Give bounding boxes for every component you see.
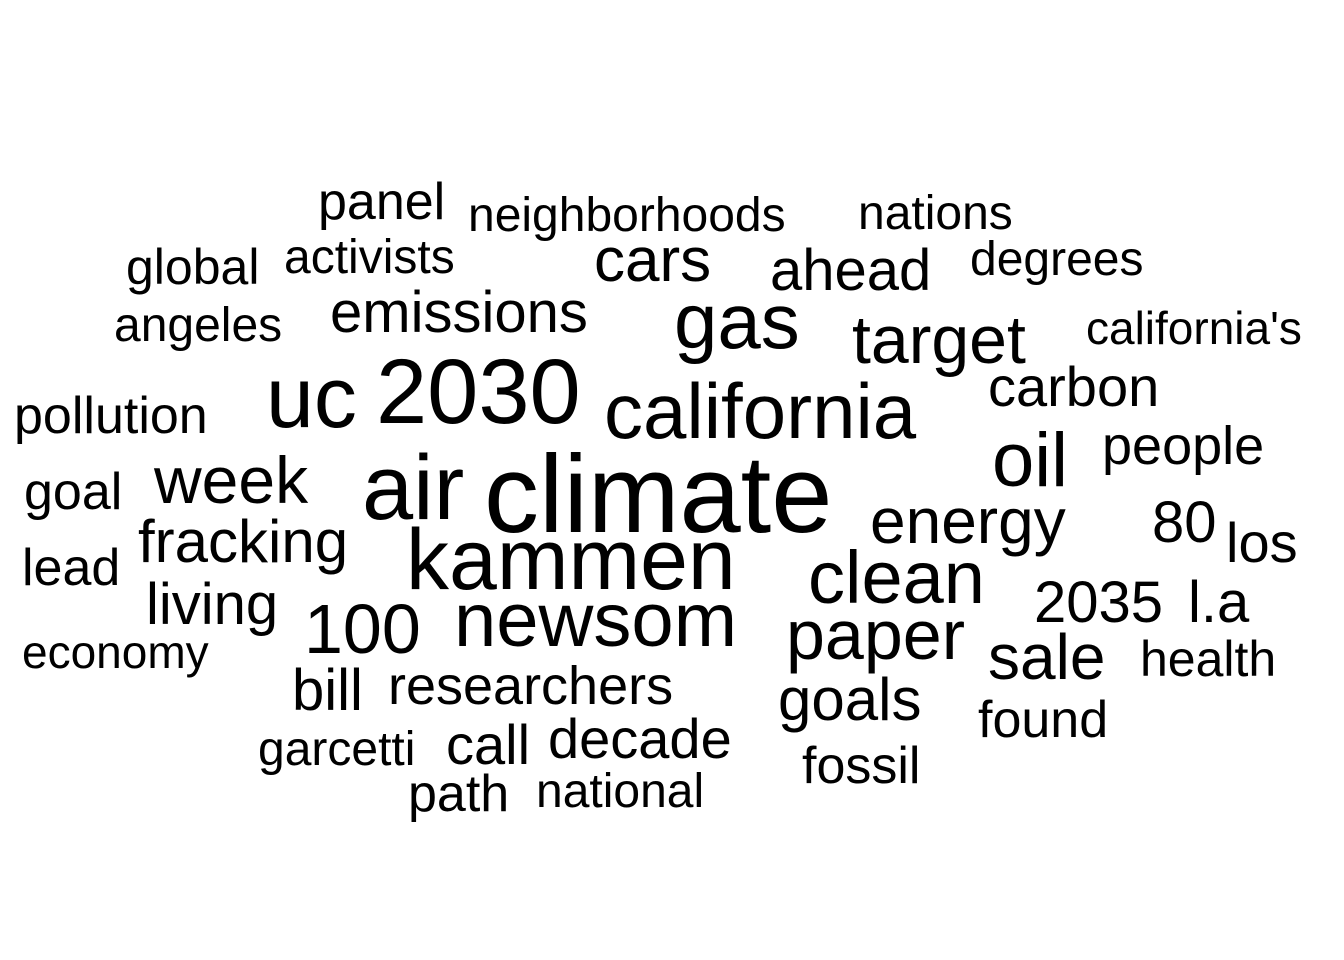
word-newsom: newsom	[454, 578, 737, 664]
word-la: l.a	[1188, 569, 1250, 635]
word-californias: california's	[1086, 302, 1302, 355]
word-researchers: researchers	[388, 655, 674, 716]
word-activists: activists	[284, 230, 455, 284]
word-2030: 2030	[376, 341, 581, 444]
word-call: call	[446, 713, 531, 777]
word-fracking: fracking	[138, 508, 349, 575]
word-target: target	[852, 301, 1026, 378]
word-paper: paper	[786, 596, 966, 674]
word-economy: economy	[22, 626, 209, 679]
word-100: 100	[304, 590, 421, 668]
word-week: week	[154, 443, 309, 518]
word-ahead: ahead	[770, 237, 932, 303]
word-neighborhoods: neighborhoods	[468, 188, 786, 242]
word-kammen: kammen	[406, 512, 736, 609]
word-decade: decade	[548, 707, 732, 771]
word-lead: lead	[22, 539, 121, 598]
word-california: california	[604, 366, 917, 455]
word-panel: panel	[318, 173, 446, 232]
word-cars: cars	[594, 226, 712, 296]
word-nations: nations	[858, 186, 1013, 240]
word-pollution: pollution	[14, 387, 208, 446]
word-national: national	[536, 764, 705, 818]
word-goal: goal	[24, 463, 123, 522]
word-80: 80	[1152, 489, 1217, 555]
word-garcetti: garcetti	[258, 722, 416, 776]
word-living: living	[146, 571, 279, 637]
word-sale: sale	[988, 620, 1106, 693]
word-gas: gas	[674, 276, 800, 365]
word-emissions: emissions	[330, 279, 588, 345]
word-climate: climate	[484, 433, 833, 556]
word-found: found	[978, 691, 1109, 750]
word-carbon: carbon	[988, 355, 1160, 419]
word-people: people	[1102, 415, 1265, 476]
word-global: global	[126, 239, 260, 295]
word-angeles: angeles	[114, 298, 283, 352]
word-energy: energy	[870, 484, 1066, 557]
word-los: los	[1226, 511, 1298, 575]
word-uc: uc	[266, 350, 357, 447]
word-oil: oil	[992, 418, 1069, 504]
word-fossil: fossil	[802, 737, 921, 796]
word-2035: 2035	[1034, 569, 1164, 635]
word-path: path	[408, 765, 510, 824]
word-bill: bill	[292, 657, 363, 723]
word-degrees: degrees	[970, 232, 1144, 286]
word-health: health	[1140, 631, 1277, 687]
word-clean: clean	[808, 535, 985, 619]
word-air: air	[362, 437, 465, 540]
word-goals: goals	[778, 666, 922, 733]
